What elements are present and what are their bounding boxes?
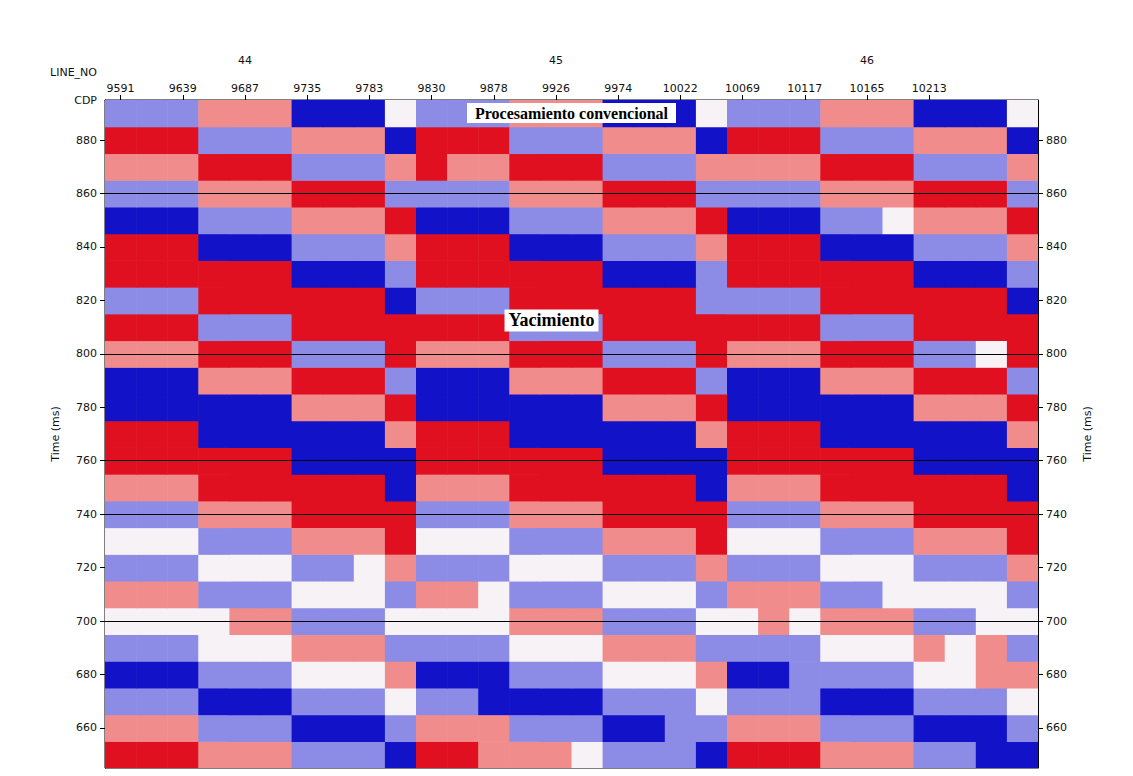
svg-text:840: 840: [1046, 240, 1067, 253]
svg-text:800: 800: [1046, 347, 1067, 360]
svg-text:9974: 9974: [604, 82, 632, 95]
svg-text:10213: 10213: [912, 82, 947, 95]
svg-text:880: 880: [76, 134, 97, 147]
svg-text:9783: 9783: [355, 82, 383, 95]
svg-text:720: 720: [76, 561, 97, 574]
svg-text:LINE_NO: LINE_NO: [50, 66, 97, 79]
svg-text:10069: 10069: [725, 82, 760, 95]
svg-text:760: 760: [1046, 454, 1067, 467]
svg-text:820: 820: [1046, 294, 1067, 307]
svg-text:9591: 9591: [107, 82, 135, 95]
svg-text:10022: 10022: [663, 82, 698, 95]
svg-text:800: 800: [76, 347, 97, 360]
svg-text:780: 780: [1046, 401, 1067, 414]
svg-text:780: 780: [76, 401, 97, 414]
svg-text:Procesamiento convencional: Procesamiento convencional: [475, 105, 669, 122]
svg-text:9687: 9687: [231, 82, 259, 95]
svg-text:760: 760: [76, 454, 97, 467]
svg-text:Time (ms): Time (ms): [1081, 406, 1094, 462]
svg-text:660: 660: [76, 721, 97, 734]
svg-text:9878: 9878: [480, 82, 508, 95]
svg-text:840: 840: [76, 240, 97, 253]
svg-text:700: 700: [1046, 615, 1067, 628]
svg-text:700: 700: [76, 615, 97, 628]
svg-text:10165: 10165: [849, 82, 884, 95]
svg-text:860: 860: [1046, 187, 1067, 200]
svg-text:46: 46: [860, 54, 874, 67]
svg-text:44: 44: [238, 54, 252, 67]
svg-text:9639: 9639: [169, 82, 197, 95]
svg-text:45: 45: [549, 54, 563, 67]
svg-text:9735: 9735: [293, 82, 321, 95]
svg-text:740: 740: [1046, 508, 1067, 521]
svg-text:Yacimiento: Yacimiento: [509, 310, 595, 330]
svg-text:CDP: CDP: [74, 94, 97, 107]
svg-text:880: 880: [1046, 134, 1067, 147]
svg-text:Time (ms): Time (ms): [49, 406, 62, 462]
svg-text:680: 680: [76, 668, 97, 681]
svg-text:680: 680: [1046, 668, 1067, 681]
svg-text:9926: 9926: [542, 82, 570, 95]
svg-text:10117: 10117: [787, 82, 822, 95]
svg-text:9830: 9830: [418, 82, 446, 95]
svg-text:660: 660: [1046, 721, 1067, 734]
svg-text:820: 820: [76, 294, 97, 307]
svg-text:720: 720: [1046, 561, 1067, 574]
svg-text:740: 740: [76, 508, 97, 521]
svg-text:860: 860: [76, 187, 97, 200]
